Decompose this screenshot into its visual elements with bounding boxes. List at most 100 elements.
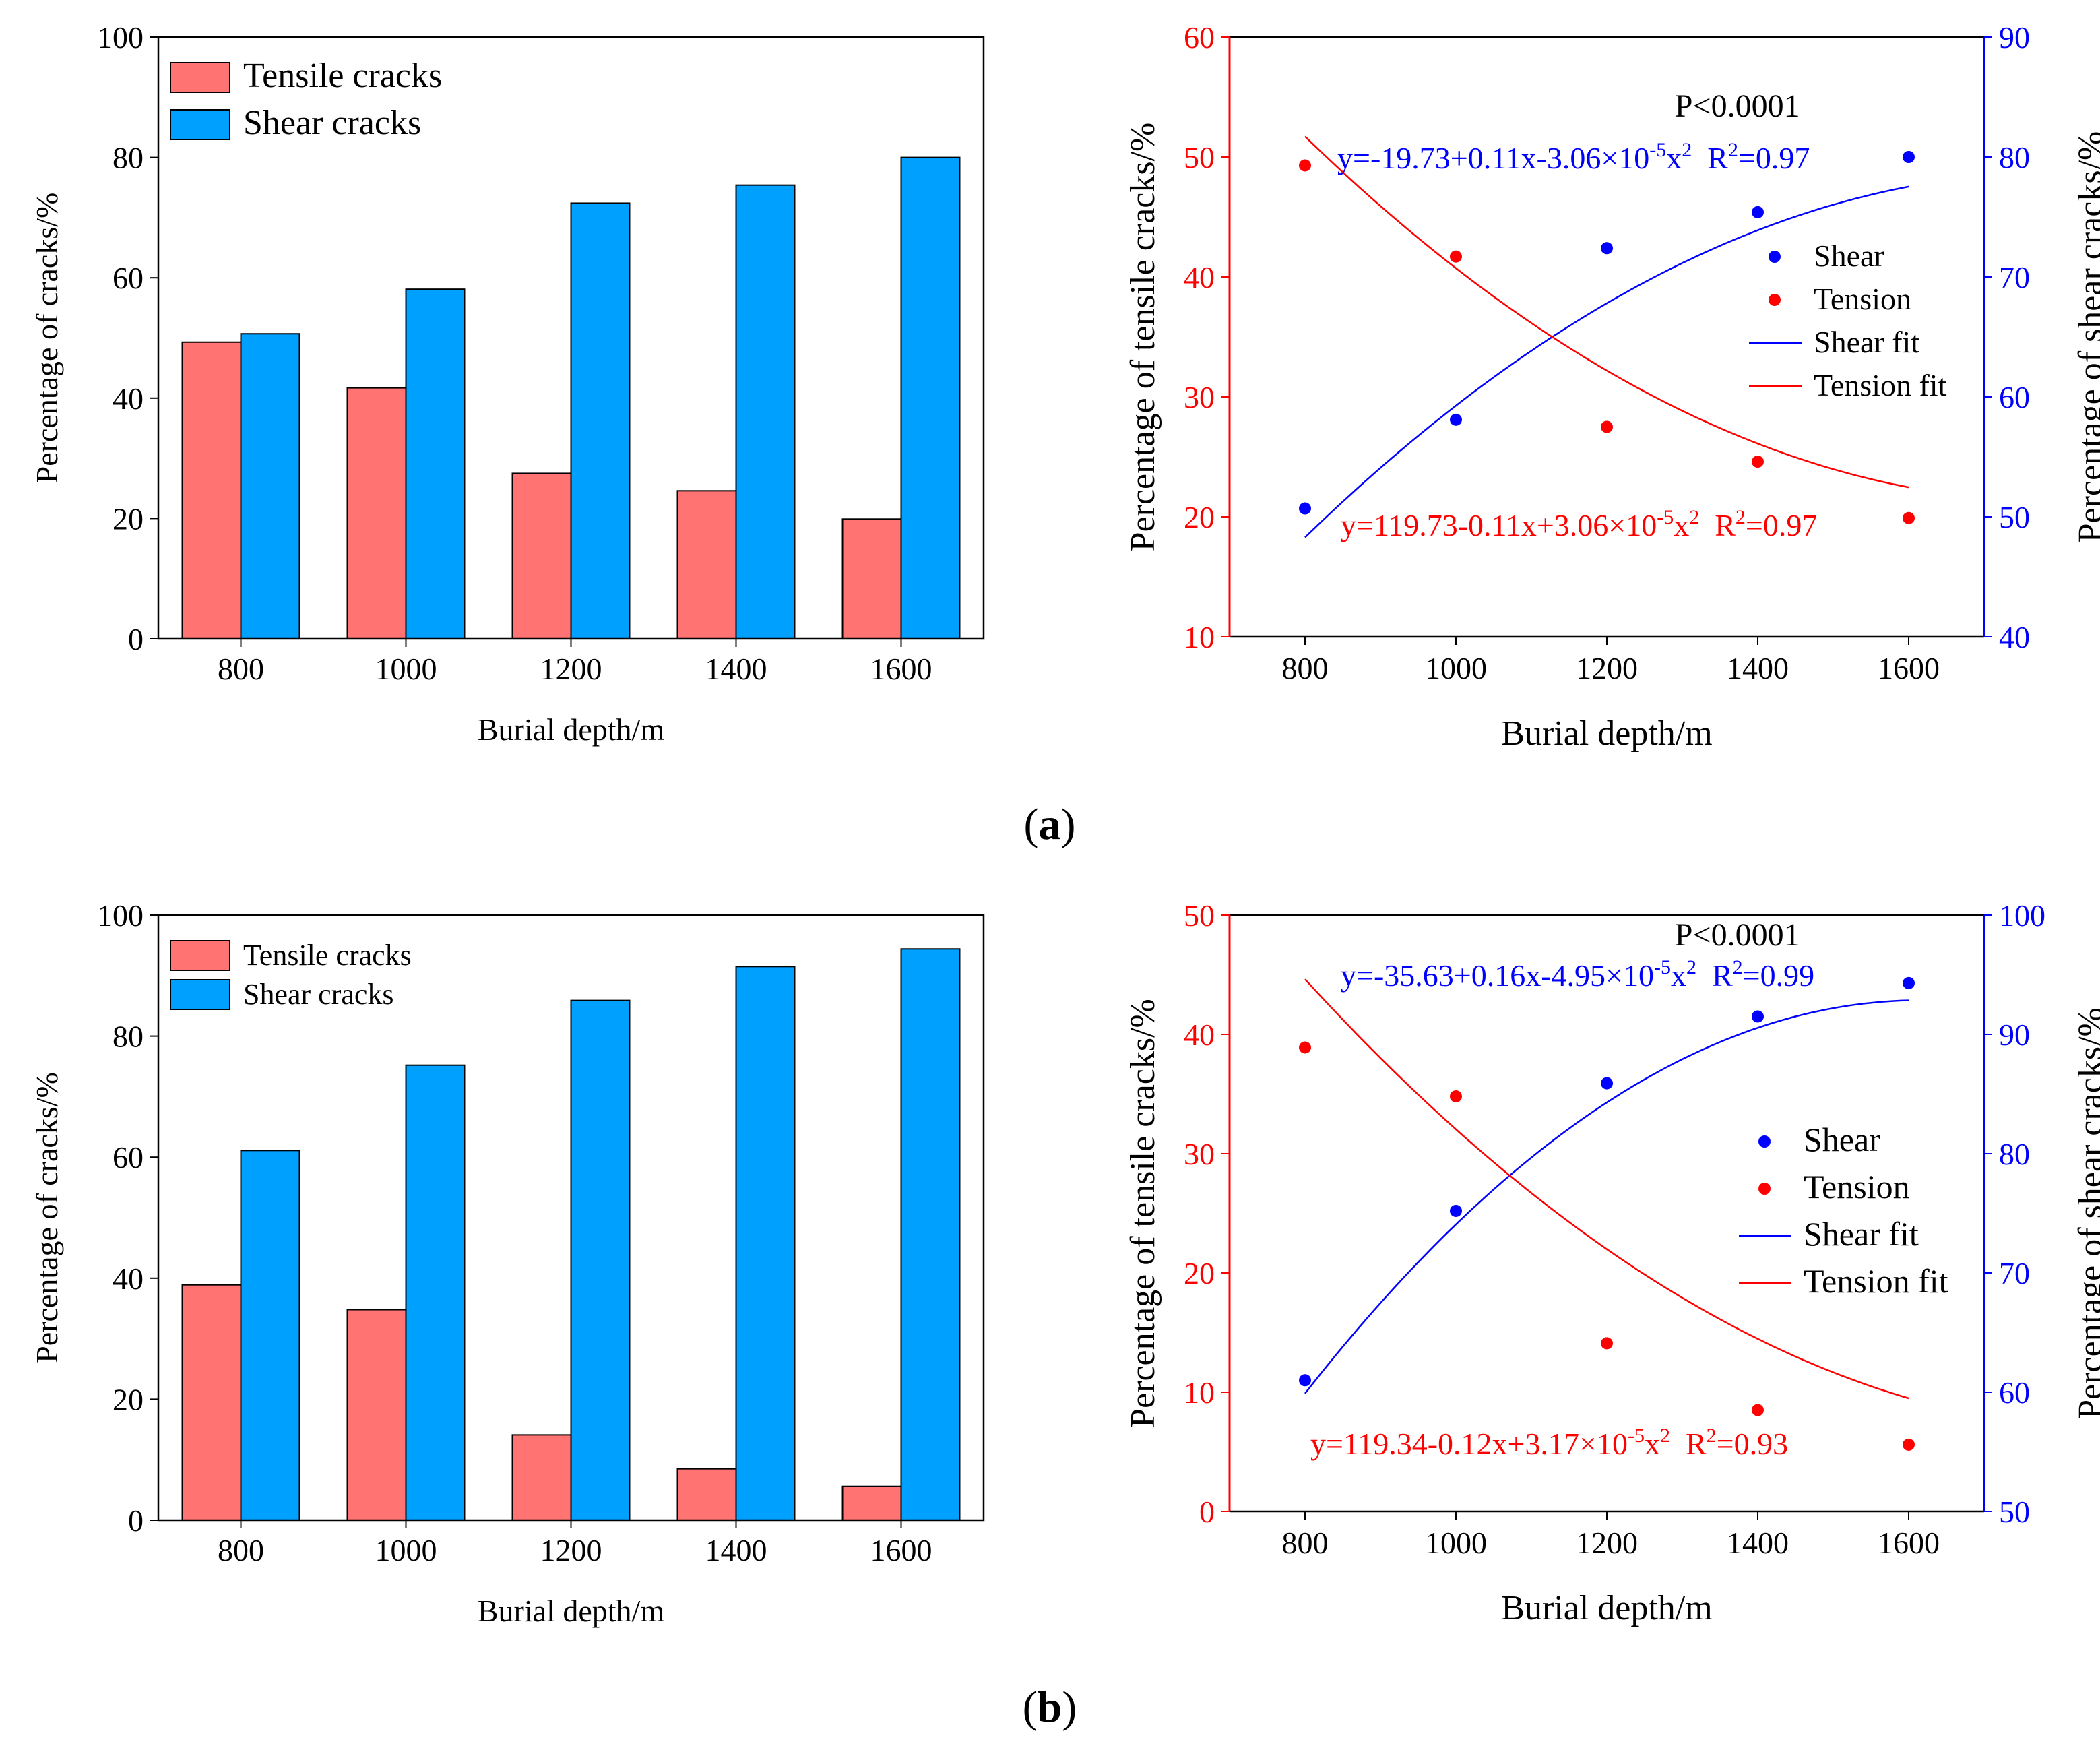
tension-equation-r-exp: 2 xyxy=(1736,506,1746,528)
x-tick-label: 1000 xyxy=(1425,651,1487,685)
shear-fit-curve xyxy=(1304,999,1909,1394)
x-tick-label: 1200 xyxy=(1576,651,1638,685)
shear-equation-tail: x xyxy=(1671,958,1686,993)
shear-point-1200 xyxy=(1601,242,1613,255)
y-tick-label: 0 xyxy=(128,622,144,656)
right-tick-label: 90 xyxy=(1999,1018,2030,1052)
panel-label-letter: a xyxy=(1039,800,1061,849)
legend-marker-shear xyxy=(1769,251,1781,263)
shear-equation-r-exp: 2 xyxy=(1733,956,1743,978)
bar-tensile-800 xyxy=(181,1284,242,1521)
bar-tensile-1000 xyxy=(346,387,407,640)
shear-point-800 xyxy=(1299,502,1311,515)
legend-swatch-shear xyxy=(170,109,230,140)
chart-a-bar: 800 1000 1200 1400 1600 0 20 40 60 80 100 Burial de… xyxy=(30,20,985,747)
chart-a-fit: 800 1000 1200 1400 1600 10 20 30 40 50 60 40 50 60 70 8… xyxy=(1124,20,2100,753)
legend-label-tension-fit: Tension fit xyxy=(1814,368,1947,402)
x-tick-label: 1400 xyxy=(1727,1526,1789,1560)
y-tick-label: 60 xyxy=(113,261,144,295)
legend-marker-tension xyxy=(1769,294,1781,306)
bar-shear-1200 xyxy=(570,202,631,639)
shear-equation-exp2: 2 xyxy=(1682,139,1692,161)
tension-fit-curve xyxy=(1304,978,1909,1400)
legend-label-tensile: Tensile cracks xyxy=(243,939,412,972)
y-tick-label: 0 xyxy=(128,1503,144,1538)
tension-equation-base: y=119.73-0.11x+3.06×10 xyxy=(1341,508,1657,542)
x-tick-label: 1000 xyxy=(375,1533,437,1567)
shear-point-800 xyxy=(1299,1374,1311,1387)
shear-equation: y=-35.63+0.16x-4.95×10-5x2 R2=0.99 xyxy=(1341,956,1814,993)
right-tick-label: 40 xyxy=(1999,620,2030,654)
y-axis-label: Percentage of cracks/% xyxy=(30,1072,64,1363)
tension-point-1400 xyxy=(1752,1404,1764,1416)
bar-tensile-1200 xyxy=(511,1434,572,1522)
tension-equation-tail: x xyxy=(1674,508,1689,542)
right-axis-label: Percentage of shear cracks/% xyxy=(2072,1007,2100,1419)
shear-equation: y=-19.73+0.11x-3.06×10-5x2 R2=0.97 xyxy=(1337,139,1810,175)
tension-point-800 xyxy=(1299,159,1311,172)
shear-point-1000 xyxy=(1450,1204,1462,1217)
tension-point-1200 xyxy=(1601,420,1613,433)
tension-point-1200 xyxy=(1601,1337,1613,1350)
legend-marker-tension xyxy=(1758,1183,1771,1195)
y-tick-label: 40 xyxy=(113,381,144,416)
panel-label-open: ( xyxy=(1023,1683,1038,1732)
p-value-label: P<0.0001 xyxy=(1675,917,1800,953)
legend-label-tension-fit: Tension fit xyxy=(1804,1262,1948,1300)
y-tick-label: 40 xyxy=(113,1261,144,1296)
tension-equation-exp: -5 xyxy=(1657,506,1674,528)
shear-equation-exp2: 2 xyxy=(1686,956,1696,978)
legend-label-shear: Shear cracks xyxy=(243,978,394,1011)
shear-equation-exp: -5 xyxy=(1654,956,1671,978)
bar-tensile-1000 xyxy=(346,1309,407,1521)
right-tick-label: 60 xyxy=(1999,1375,2030,1410)
y-tick-label: 20 xyxy=(113,1382,144,1416)
bar-shear-800 xyxy=(240,333,300,639)
x-axis-label: Burial depth/m xyxy=(478,712,664,747)
x-axis-label: Burial depth/m xyxy=(478,1594,664,1628)
left-tick-label: 10 xyxy=(1184,620,1215,654)
legend-label-shear-fit: Shear fit xyxy=(1804,1215,1919,1253)
x-tick-label: 1400 xyxy=(705,1533,767,1567)
bar-shear-1400 xyxy=(735,184,796,640)
right-tick-label: 50 xyxy=(1999,1495,2030,1529)
bar-shear-1200 xyxy=(570,999,631,1522)
panel-label-close: ) xyxy=(1062,1683,1077,1732)
y-tick-label: 20 xyxy=(113,501,144,536)
panel-label-close: ) xyxy=(1061,800,1076,849)
plot-frame xyxy=(157,36,985,640)
bar-tensile-1400 xyxy=(676,1468,737,1521)
x-tick-label: 1600 xyxy=(1878,1526,1940,1560)
shear-equation-tail: x xyxy=(1666,141,1682,175)
tension-equation-exp2: 2 xyxy=(1689,506,1699,528)
left-tick-label: 30 xyxy=(1184,380,1215,414)
left-axis-label: Percentage of tensile cracks/% xyxy=(1124,999,1162,1428)
x-tick-label: 1600 xyxy=(870,1533,932,1567)
tension-equation-r: R xyxy=(1699,508,1736,542)
left-tick-label: 30 xyxy=(1184,1137,1215,1171)
right-tick-label: 70 xyxy=(1999,260,2030,294)
x-tick-label: 800 xyxy=(218,1533,264,1567)
tension-point-1400 xyxy=(1752,456,1764,468)
shear-point-1400 xyxy=(1752,206,1764,218)
left-tick-label: 50 xyxy=(1184,898,1215,933)
x-axis-label: Burial depth/m xyxy=(1501,1589,1712,1627)
shear-equation-r: R xyxy=(1692,141,1728,175)
left-tick-label: 10 xyxy=(1184,1375,1215,1410)
p-value-label: P<0.0001 xyxy=(1675,88,1800,124)
panel-label-b: (b) xyxy=(1023,1683,1077,1732)
bar-shear-1000 xyxy=(405,1064,466,1521)
shear-equation-r-exp: 2 xyxy=(1728,139,1738,161)
x-tick-label: 800 xyxy=(218,652,264,686)
tension-point-1600 xyxy=(1903,1438,1915,1451)
chart-b-bar: 800 1000 1200 1400 1600 0 20 40 60 80 100 Burial de… xyxy=(30,898,985,1628)
legend-label-tension: Tension xyxy=(1814,282,1911,316)
bar-tensile-1600 xyxy=(841,1485,902,1521)
tension-equation-base: y=119.34-0.12x+3.17×10 xyxy=(1310,1427,1628,1461)
y-tick-label: 80 xyxy=(113,141,144,175)
tension-equation-exp2: 2 xyxy=(1660,1425,1670,1447)
x-tick-label: 800 xyxy=(1282,1526,1329,1560)
left-tick-label: 40 xyxy=(1184,260,1215,294)
tension-equation-r-val: =0.97 xyxy=(1746,508,1817,542)
